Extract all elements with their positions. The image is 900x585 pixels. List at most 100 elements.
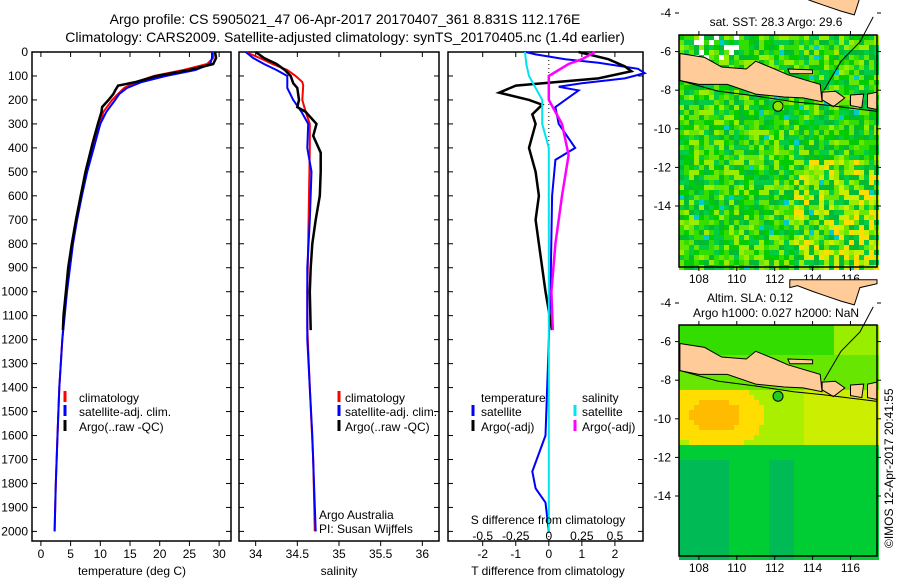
- map-cell: [769, 230, 774, 235]
- map-cell: [734, 230, 739, 235]
- map-cell: [744, 215, 749, 220]
- map-cell: [789, 140, 794, 145]
- map-cell: [689, 190, 694, 195]
- map-cell: [724, 340, 729, 345]
- map-cell: [709, 485, 714, 490]
- map-cell: [709, 115, 714, 120]
- map-cell: [824, 505, 829, 510]
- map-cell: [769, 510, 774, 515]
- lat-tick-label: -10: [654, 412, 672, 426]
- map-cell: [714, 465, 719, 470]
- map-cell: [864, 445, 869, 450]
- map-cell: [714, 170, 719, 175]
- map-cell: [759, 180, 764, 185]
- map-cell: [834, 195, 839, 200]
- map-cell: [774, 550, 779, 555]
- map-cell: [784, 525, 789, 530]
- map-cell: [759, 465, 764, 470]
- map-cell: [764, 525, 769, 530]
- map-cell: [774, 520, 779, 525]
- map-cell: [684, 485, 689, 490]
- map-cell: [684, 185, 689, 190]
- map-cell: [824, 530, 829, 535]
- map-cell: [779, 415, 784, 420]
- map-cell: [774, 335, 779, 340]
- map-cell: [864, 220, 869, 225]
- map-cell: [819, 390, 824, 395]
- map-cell: [794, 510, 799, 515]
- map-cell: [789, 205, 794, 210]
- map-cell: [849, 410, 854, 415]
- map-cell: [809, 120, 814, 125]
- map-cell: [729, 240, 734, 245]
- map-cell: [769, 515, 774, 520]
- map-cell: [734, 55, 739, 60]
- map-cell: [839, 485, 844, 490]
- map-cell: [809, 130, 814, 135]
- map-cell: [829, 520, 834, 525]
- map-cell: [864, 415, 869, 420]
- map-cell: [699, 245, 704, 250]
- map-cell: [834, 490, 839, 495]
- map-cell: [869, 145, 874, 150]
- map-cell: [714, 45, 719, 50]
- map-cell: [724, 45, 729, 50]
- map-cell: [709, 325, 714, 330]
- map-cell: [684, 260, 689, 265]
- map-cell: [869, 255, 874, 260]
- map-cell: [784, 145, 789, 150]
- map-cell: [844, 410, 849, 415]
- map-cell: [734, 515, 739, 520]
- map-cell: [859, 215, 864, 220]
- map-cell: [699, 400, 704, 405]
- map-cell: [694, 155, 699, 160]
- map-cell: [679, 120, 684, 125]
- map-cell: [749, 330, 754, 335]
- map-cell: [729, 130, 734, 135]
- map-cell: [859, 150, 864, 155]
- map-cell: [724, 330, 729, 335]
- map-cell: [739, 345, 744, 350]
- map-cell: [859, 505, 864, 510]
- map-cell: [719, 510, 724, 515]
- map-cell: [819, 525, 824, 530]
- map-cell: [714, 325, 719, 330]
- map-cell: [724, 350, 729, 355]
- map-cell: [709, 110, 714, 115]
- map-cell: [834, 35, 839, 40]
- map-cell: [869, 335, 874, 340]
- map-cell: [729, 505, 734, 510]
- map-cell: [679, 130, 684, 135]
- map-cell: [754, 535, 759, 540]
- map-cell: [734, 200, 739, 205]
- map-cell: [769, 485, 774, 490]
- map-cell: [799, 170, 804, 175]
- map-cell: [864, 170, 869, 175]
- map-cell: [734, 495, 739, 500]
- map-cell: [744, 245, 749, 250]
- map-cell: [759, 145, 764, 150]
- map-cell: [684, 195, 689, 200]
- map-cell: [689, 220, 694, 225]
- map-cell: [739, 150, 744, 155]
- map-cell: [704, 385, 709, 390]
- map-cell: [819, 105, 824, 110]
- map-cell: [689, 480, 694, 485]
- map-cell: [724, 130, 729, 135]
- map-cell: [859, 520, 864, 525]
- map-cell: [814, 230, 819, 235]
- map-cell: [764, 460, 769, 465]
- map-cell: [799, 515, 804, 520]
- map-cell: [854, 155, 859, 160]
- map-cell: [774, 150, 779, 155]
- map-cell: [799, 260, 804, 265]
- map-cell: [749, 95, 754, 100]
- lat-tick-label: -4: [660, 6, 671, 20]
- map-cell: [809, 185, 814, 190]
- map-cell: [834, 350, 839, 355]
- map-cell: [709, 190, 714, 195]
- map-cell: [824, 140, 829, 145]
- map-cell: [809, 45, 814, 50]
- map-cell: [794, 185, 799, 190]
- map-cell: [804, 230, 809, 235]
